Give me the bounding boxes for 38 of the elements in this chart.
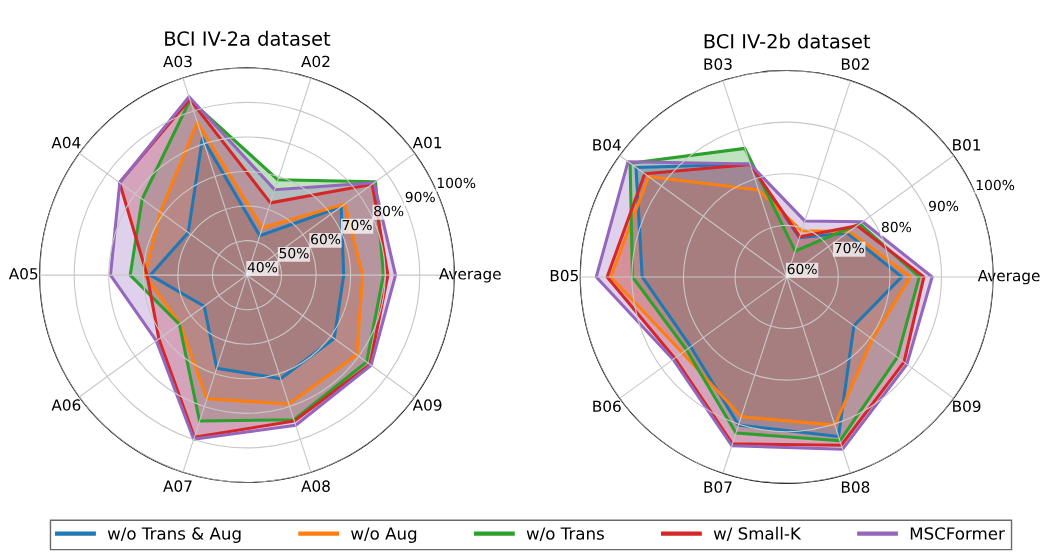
spoke-label: B09 [953,400,981,413]
chart-title: BCI IV-2a dataset [165,30,331,46]
legend-label: w/o Aug [351,527,417,543]
y-tick-label: 80% [374,205,404,217]
legend-label: w/o Trans & Aug [107,527,241,543]
y-tick-label: 60% [311,233,341,245]
spoke-label: A06 [51,399,81,411]
y-tick-label: 90% [405,191,435,203]
spoke-label: A02 [301,55,330,68]
y-tick-label: 80% [881,221,912,233]
chart-title: BCI IV-2b dataset [704,33,871,49]
y-tick-label: 50% [279,247,309,259]
spoke-label: B07 [704,481,732,493]
spoke-label: A05 [8,268,38,280]
spoke-label: B03 [704,58,732,70]
spoke-label: B06 [593,400,621,413]
y-tick-label: 60% [787,263,817,275]
spoke-label: A01 [412,136,442,149]
spoke-label: B02 [841,58,869,70]
legend-label: MSCFormer [910,527,1005,540]
y-tick-label: 70% [342,219,372,231]
y-tick-label: 70% [834,242,864,254]
legend-label: w/o Trans [526,527,604,542]
spoke-label: Average [977,270,1040,285]
y-tick-label: 40% [247,261,278,273]
spoke-label: B05 [550,269,578,282]
spoke-label: A03 [163,55,192,68]
spoke-label: A04 [51,136,81,149]
spoke-label: A07 [163,480,192,492]
spoke-label: B04 [593,139,621,151]
legend-label: w/ Small-K [713,526,802,542]
spoke-label: A09 [412,399,442,411]
y-tick-label: 100% [437,177,476,189]
y-tick-label: 90% [928,200,959,212]
y-tick-label: 100% [976,179,1015,191]
spoke-label: B01 [953,139,981,151]
spoke-label: B08 [841,481,870,493]
spoke-label: A08 [301,480,330,492]
